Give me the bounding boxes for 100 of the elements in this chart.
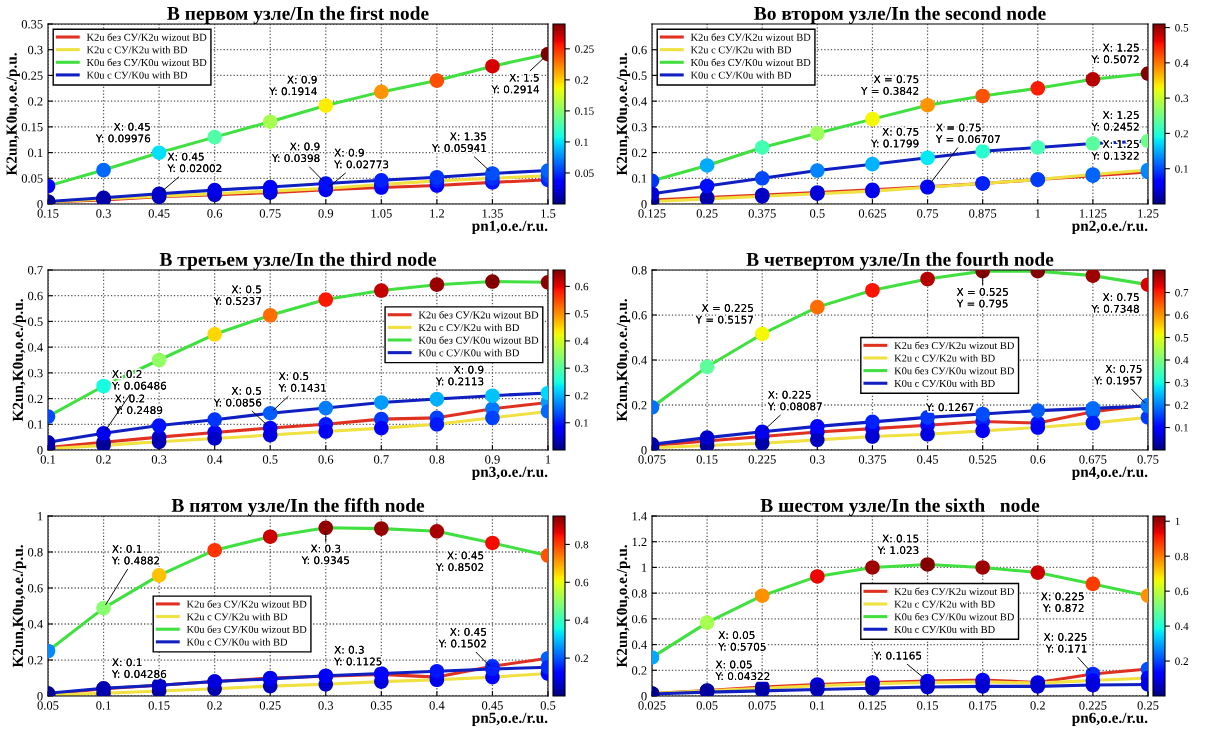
legend-label: K2u с СУ/K2u with BD bbox=[186, 612, 288, 621]
color-bar-label: 0.5 bbox=[1175, 333, 1189, 342]
legend-label: K2u с СУ/K2u with BD bbox=[894, 600, 995, 608]
x-tick-label: 0.6 bbox=[318, 455, 334, 464]
annotation: Y: 0.1165 bbox=[873, 651, 922, 660]
x-tick-label: 1.25 bbox=[1138, 209, 1159, 218]
legend-label: K2u с СУ/K2u with BD bbox=[86, 46, 188, 54]
legend-label: K2u без СУ/K2u wizout BD bbox=[690, 33, 811, 41]
color-bar-label: 0.2 bbox=[575, 76, 588, 84]
y-tick-label: 0.2 bbox=[27, 656, 43, 665]
x-tick-label: 0.125 bbox=[638, 209, 666, 218]
y-tick-label: 0.4 bbox=[631, 640, 647, 650]
color-bar-label: 0.3 bbox=[1175, 94, 1189, 103]
annotation: X: 0.45 Y: 0.09976 bbox=[95, 122, 151, 143]
annotation: X: 0.225 Y: 0.08087 bbox=[767, 390, 822, 411]
y-tick-label: 0.15 bbox=[21, 122, 43, 132]
color-bar-label: 0.15 bbox=[575, 107, 594, 115]
y-tick-label: 0.6 bbox=[27, 291, 43, 301]
legend-label: K0u без СУ/K0u wizout BD bbox=[690, 58, 811, 67]
x-tick-label: 0.675 bbox=[1079, 455, 1107, 464]
y-tick-label: 0.3 bbox=[27, 368, 43, 378]
x-tick-label: 1 bbox=[1035, 209, 1041, 218]
x-tick-label: 0.2 bbox=[207, 701, 222, 710]
x-tick-label: 0.15 bbox=[917, 701, 938, 710]
color-bar-label: 0.6 bbox=[575, 578, 589, 587]
x-tick-label: 0.15 bbox=[148, 701, 170, 710]
x-tick-label: 0.6 bbox=[207, 209, 223, 218]
chart-title: В шестом узле/In the sixth node bbox=[760, 498, 1040, 516]
annotation: X: 0.225 Y: 0.872 bbox=[1041, 592, 1084, 612]
legend-label: K0u без СУ/K0u wizout BD bbox=[186, 625, 307, 633]
annotation: X: 0.05 Y: 0.04322 bbox=[715, 660, 770, 681]
legend-label: K0u без СУ/K0u wizout BD bbox=[418, 336, 539, 344]
x-tick-label: 0.025 bbox=[638, 701, 666, 710]
color-bar-label: 0.3 bbox=[575, 364, 589, 373]
color-bar-label: 0.2 bbox=[575, 654, 588, 663]
legend-label: K2u без СУ/K2u wizout BD bbox=[894, 587, 1014, 596]
annotation: X: 0.75 Y: 0.1957 bbox=[1094, 364, 1142, 385]
legend-label: K2u без СУ/K2u wizout BD bbox=[418, 310, 539, 319]
x-tick-label: 0.375 bbox=[748, 209, 776, 218]
legend-label: K0u с СУ/K0u with BD bbox=[894, 379, 995, 387]
color-bar-label: 0.3 bbox=[1175, 378, 1189, 387]
chart-title: Во втором узле/In the second node bbox=[754, 6, 1046, 24]
x-tick-label: 1.05 bbox=[371, 209, 392, 218]
legend-label: K0u с СУ/K0u with BD bbox=[86, 71, 188, 79]
annotation: X = 0.225 Y = 0.5157 bbox=[695, 304, 753, 324]
x-tick-label: 0.075 bbox=[748, 701, 776, 710]
x-tick-label: 0.4 bbox=[207, 455, 223, 464]
x-tick-label: 0.3 bbox=[810, 455, 825, 464]
x-tick-label: 0.9 bbox=[318, 209, 334, 218]
x-axis-title: pn3,o.e./r.u. bbox=[471, 466, 548, 481]
x-tick-label: 0.3 bbox=[318, 701, 334, 710]
x-tick-label: 0.25 bbox=[696, 209, 718, 218]
x-tick-label: 0.8 bbox=[429, 455, 445, 464]
x-tick-label: 0.7 bbox=[374, 455, 389, 464]
y-tick-label: 0.6 bbox=[631, 311, 647, 320]
x-tick-label: 0.2 bbox=[96, 455, 111, 464]
y-tick-label: 0.2 bbox=[631, 666, 647, 675]
x-tick-label: 0.25 bbox=[1137, 701, 1159, 710]
y-tick-label: 0.6 bbox=[27, 584, 43, 593]
x-axis-title: pn5,o.e./r.u. bbox=[471, 712, 548, 727]
color-bar-label: 0.6 bbox=[1175, 587, 1189, 596]
chart-title: В четвертом узле/In the fourth node bbox=[746, 252, 1054, 270]
y-tick-label: 1.2 bbox=[632, 537, 647, 547]
x-tick-label: 1.35 bbox=[482, 209, 503, 218]
y-tick-label: 0.1 bbox=[27, 148, 43, 158]
y-tick-label: 0.4 bbox=[631, 97, 647, 106]
annotation: X: 0.05 Y: 0.5705 bbox=[718, 631, 766, 651]
annotation: X: 0.1 Y: 0.04286 bbox=[111, 658, 167, 678]
color-bar-label: 0.4 bbox=[575, 337, 589, 345]
y-axis-title: K2un,K0u,o.e./p.u. bbox=[6, 53, 20, 176]
x-tick-label: 0.3 bbox=[151, 455, 167, 464]
y-tick-label: 0.2 bbox=[631, 401, 647, 410]
y-tick-label: 0 bbox=[641, 692, 647, 701]
y-tick-label: 0.2 bbox=[27, 394, 43, 404]
color-bar-label: 0.8 bbox=[1175, 552, 1189, 561]
x-tick-label: 0.5 bbox=[810, 209, 825, 218]
x-tick-label: 0.3 bbox=[96, 209, 111, 218]
legend-label: K0u без СУ/K0u wizout BD bbox=[894, 612, 1014, 621]
x-tick-label: 0.15 bbox=[696, 455, 718, 464]
legend-label: K2u без СУ/K2u wizout BD bbox=[186, 600, 307, 608]
color-bar-label: 0.4 bbox=[1175, 356, 1189, 365]
color-bar-label: 0.5 bbox=[1175, 24, 1189, 32]
annotation: X: 0.5 Y: 0.5237 bbox=[213, 285, 261, 305]
color-bar-label: 0.6 bbox=[575, 282, 589, 291]
annotation: X: 1.35 Y: 0.05941 bbox=[431, 132, 486, 152]
y-tick-label: 0.2 bbox=[27, 97, 43, 106]
annotation: X: 0.3 Y: 0.1125 bbox=[334, 645, 382, 666]
annotation: X: 0.5 Y: 0.1431 bbox=[278, 372, 326, 392]
color-bar-label: 0.2 bbox=[575, 391, 588, 400]
legend-label: K0u с СУ/K0u with BD bbox=[186, 638, 288, 646]
color-bar-label: 0.1 bbox=[575, 419, 588, 427]
annotation: X = 0.75 Y = 0.06707 bbox=[935, 123, 1000, 144]
y-tick-label: 0 bbox=[37, 446, 43, 455]
y-tick-label: 0.25 bbox=[21, 71, 43, 80]
annotation: X: 0.75 Y: 0.1799 bbox=[870, 127, 919, 148]
annotation: X: 0.3 Y: 0.9345 bbox=[301, 544, 349, 565]
y-tick-label: 0.6 bbox=[631, 45, 647, 55]
x-tick-label: 0.75 bbox=[917, 209, 938, 218]
color-bar-label: 0.7 bbox=[1175, 288, 1189, 297]
x-tick-label: 0.225 bbox=[1079, 701, 1107, 710]
